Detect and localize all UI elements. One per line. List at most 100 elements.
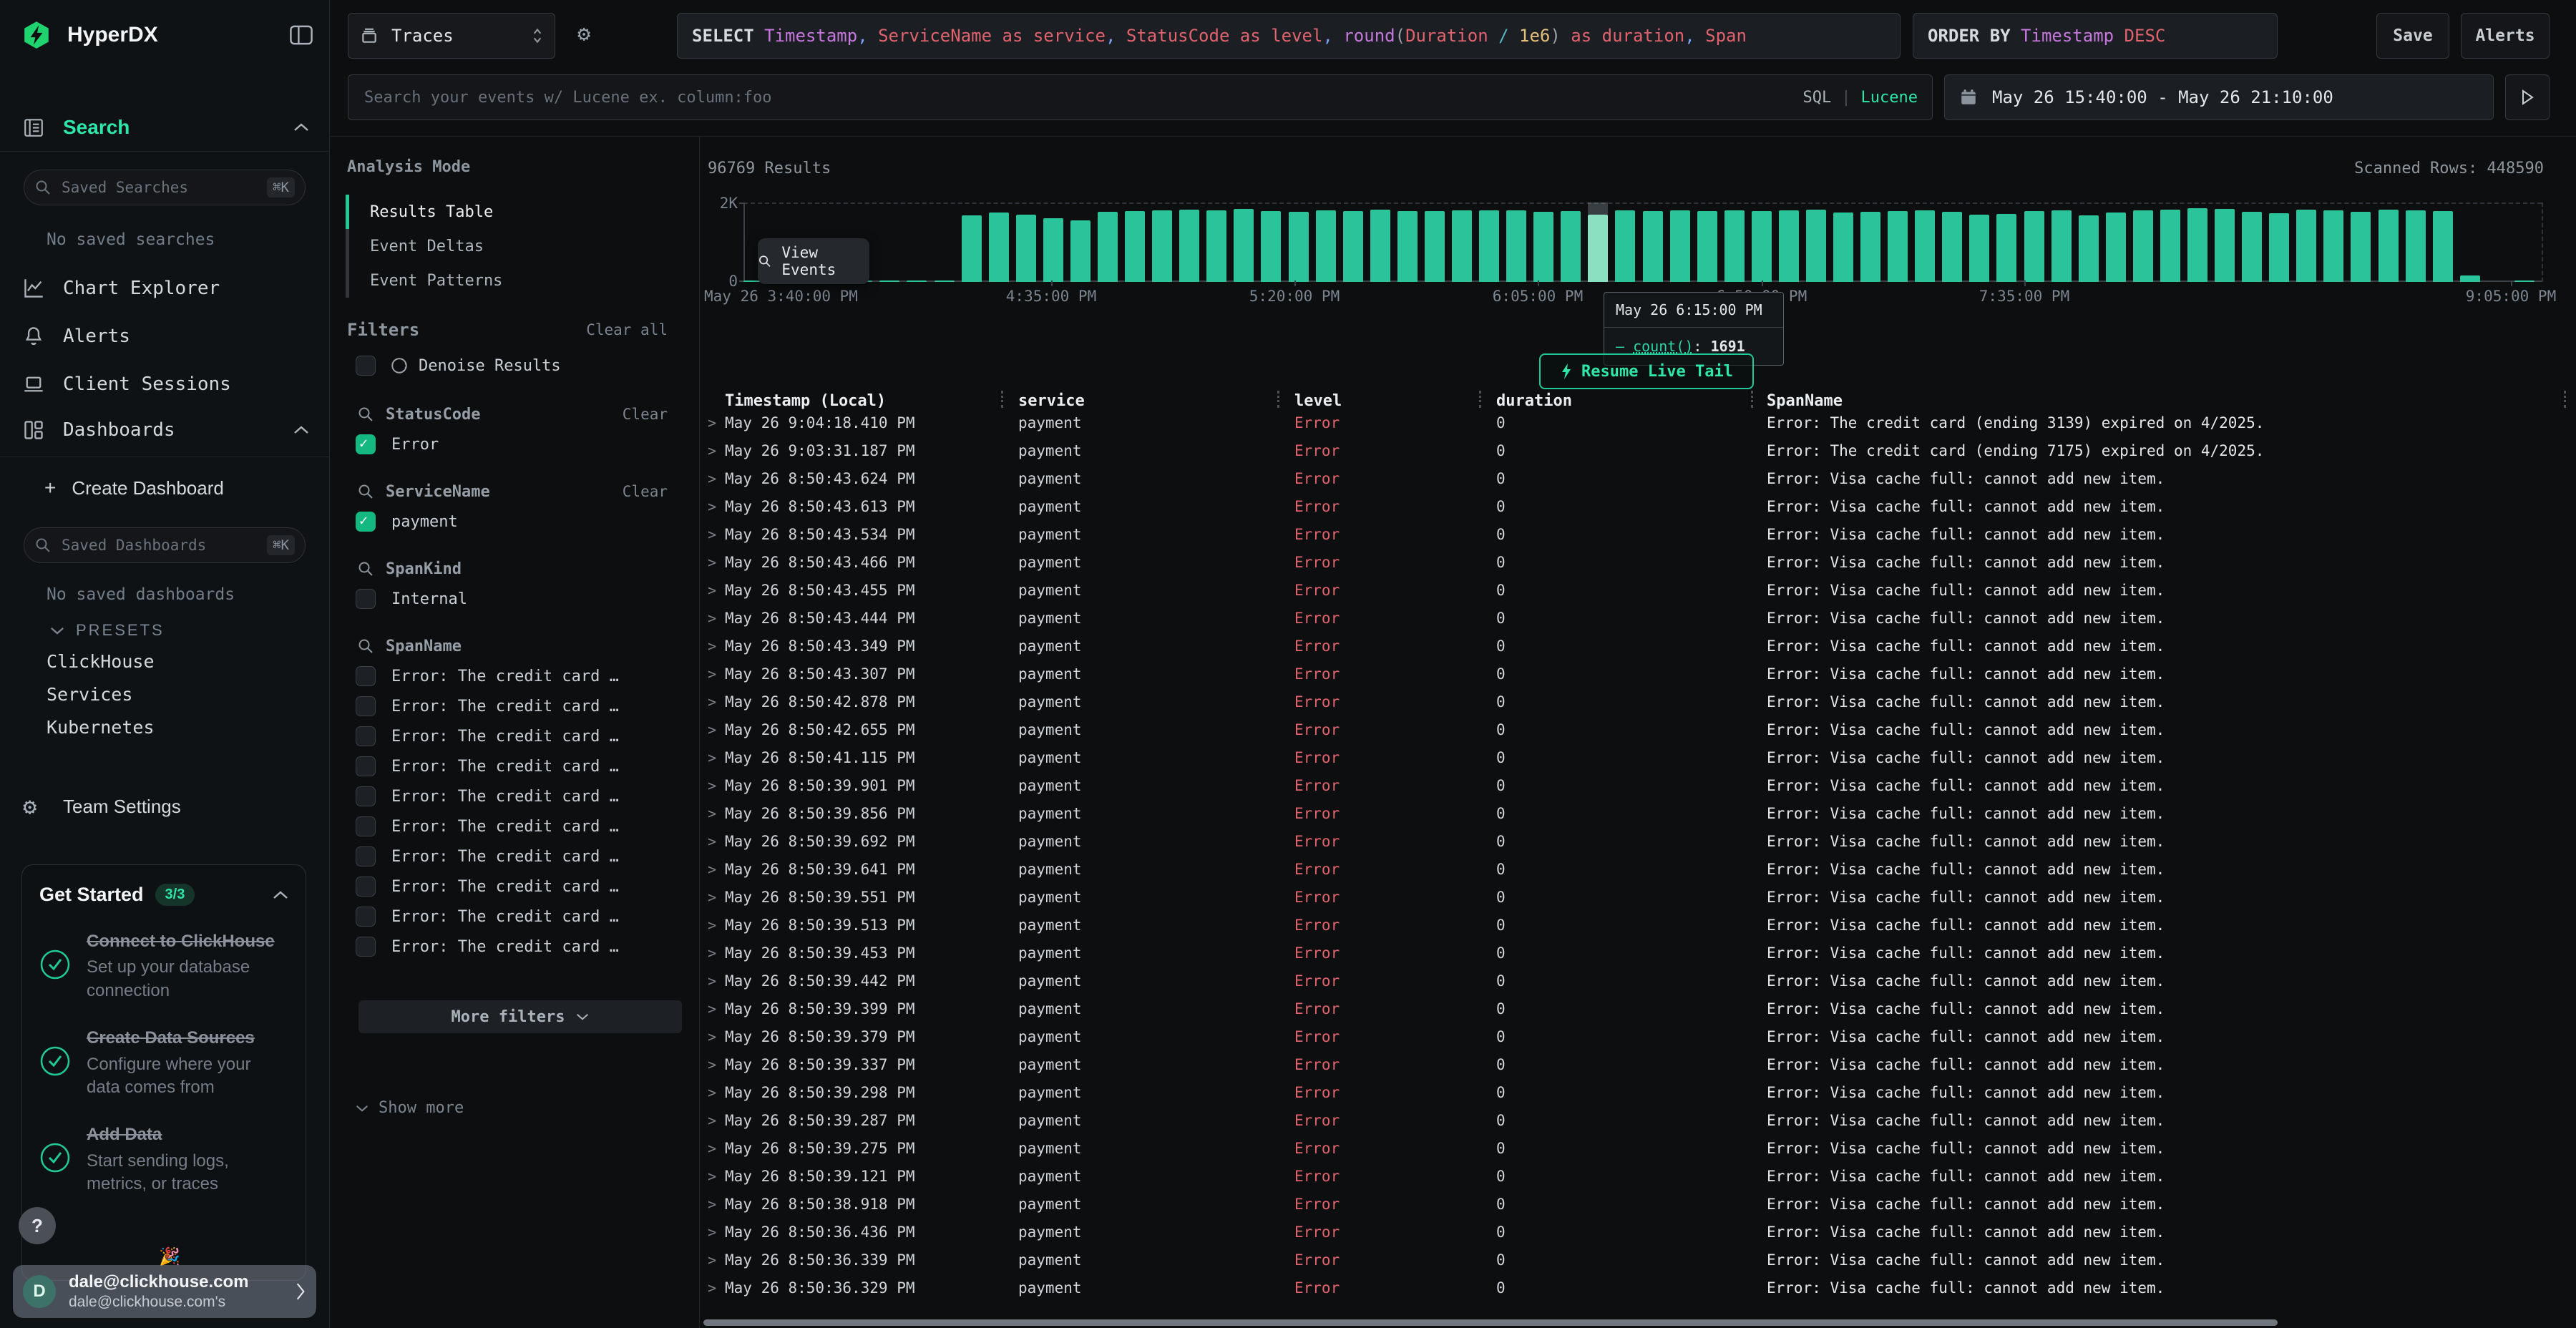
row-expand-icon[interactable]: >	[708, 1196, 716, 1213]
bar[interactable]	[1479, 210, 1499, 282]
checkbox[interactable]	[356, 877, 376, 897]
get-started-item[interactable]: Create Data Sources Configure where your…	[39, 1027, 288, 1099]
checkbox[interactable]	[356, 756, 376, 776]
user-menu[interactable]: D dale@clickhouse.com dale@clickhouse.co…	[13, 1265, 316, 1318]
sidebar-item-client-sessions[interactable]: Client Sessions	[0, 368, 329, 400]
table-row[interactable]: > May 26 8:50:39.901 PM payment Error 0 …	[702, 772, 2576, 800]
row-expand-icon[interactable]: >	[708, 917, 716, 934]
bar[interactable]	[1043, 218, 1063, 282]
bar[interactable]	[1533, 212, 1553, 282]
bar[interactable]	[2106, 213, 2126, 282]
checkbox[interactable]	[356, 816, 376, 836]
filter-option[interactable]: Error: The credit card …	[344, 872, 682, 902]
bar[interactable]	[1425, 211, 1445, 282]
bar-hovered[interactable]	[1588, 215, 1608, 282]
preset-item-services[interactable]: Services	[47, 684, 132, 705]
preset-item-kubernetes[interactable]: Kubernetes	[47, 717, 155, 738]
bar[interactable]	[1697, 211, 1717, 282]
bar[interactable]	[1779, 210, 1799, 282]
row-expand-icon[interactable]: >	[708, 693, 716, 711]
row-expand-icon[interactable]: >	[708, 972, 716, 990]
results-table[interactable]: > May 26 9:04:18.410 PM payment Error 0 …	[702, 409, 2576, 1318]
bar[interactable]	[2406, 210, 2426, 282]
bar[interactable]	[1289, 212, 1309, 282]
table-row[interactable]: > May 26 8:50:43.349 PM payment Error 0 …	[702, 633, 2576, 660]
clear-all-button[interactable]: Clear all	[586, 321, 668, 338]
row-expand-icon[interactable]: >	[708, 638, 716, 655]
table-row[interactable]: > May 26 8:50:39.337 PM payment Error 0 …	[702, 1051, 2576, 1079]
sql-select-editor[interactable]: SELECT Timestamp, ServiceName as service…	[677, 13, 1901, 59]
sidebar-item-chart-explorer[interactable]: Chart Explorer	[0, 273, 329, 304]
table-row[interactable]: > May 26 8:50:39.399 PM payment Error 0 …	[702, 995, 2576, 1023]
saved-searches-search[interactable]: ⌘K	[24, 170, 306, 205]
table-row[interactable]: > May 26 8:50:41.115 PM payment Error 0 …	[702, 744, 2576, 772]
sidebar-item-search[interactable]: Search	[0, 112, 329, 143]
row-expand-icon[interactable]: >	[708, 749, 716, 766]
col-spanname[interactable]: SpanName	[1767, 392, 1843, 410]
save-button[interactable]: Save	[2376, 13, 2449, 59]
bar[interactable]	[2160, 210, 2180, 282]
checkbox[interactable]	[356, 726, 376, 746]
table-row[interactable]: > May 26 8:50:43.613 PM payment Error 0 …	[702, 493, 2576, 521]
table-row[interactable]: > May 26 8:50:43.624 PM payment Error 0 …	[702, 465, 2576, 493]
bar[interactable]	[1561, 211, 1581, 282]
row-expand-icon[interactable]: >	[708, 1112, 716, 1129]
checkbox[interactable]	[356, 589, 376, 609]
bar[interactable]	[1724, 210, 1745, 282]
bar[interactable]	[2296, 210, 2316, 282]
checkbox[interactable]	[356, 937, 376, 957]
bar[interactable]	[2079, 215, 2099, 282]
row-expand-icon[interactable]: >	[708, 582, 716, 599]
source-settings-gear-icon[interactable]: ⚙	[577, 21, 590, 47]
saved-dashboards-input[interactable]	[60, 536, 267, 555]
bar[interactable]	[1506, 210, 1526, 282]
table-row[interactable]: > May 26 8:50:36.329 PM payment Error 0 …	[702, 1274, 2576, 1302]
bar[interactable]	[2242, 212, 2262, 282]
bar[interactable]	[1942, 212, 1962, 282]
row-expand-icon[interactable]: >	[708, 526, 716, 543]
table-row[interactable]: > May 26 8:50:38.918 PM payment Error 0 …	[702, 1191, 2576, 1219]
row-expand-icon[interactable]: >	[708, 610, 716, 627]
get-started-item[interactable]: Add Data Start sending logs, metrics, or…	[39, 1123, 288, 1196]
column-resize-handle[interactable]	[2564, 391, 2566, 408]
bar[interactable]	[1152, 210, 1172, 282]
checkbox[interactable]	[356, 666, 376, 686]
saved-searches-input[interactable]	[60, 178, 267, 197]
bar[interactable]	[1670, 210, 1690, 282]
analysis-mode-results-table[interactable]: Results Table	[344, 195, 699, 229]
table-row[interactable]: > May 26 8:50:39.121 PM payment Error 0 …	[702, 1163, 2576, 1191]
filter-option[interactable]: Error	[344, 429, 682, 459]
filter-option[interactable]: Error: The credit card …	[344, 781, 682, 811]
row-expand-icon[interactable]: >	[708, 1224, 716, 1241]
bar[interactable]	[1752, 211, 1772, 282]
table-row[interactable]: > May 26 8:50:42.878 PM payment Error 0 …	[702, 688, 2576, 716]
preset-item-clickhouse[interactable]: ClickHouse	[47, 651, 155, 672]
search-input[interactable]	[363, 88, 1803, 107]
row-expand-icon[interactable]: >	[708, 414, 716, 431]
column-resize-handle[interactable]	[1479, 391, 1481, 408]
table-row[interactable]: > May 26 8:50:43.444 PM payment Error 0 …	[702, 605, 2576, 633]
analysis-mode-event-patterns[interactable]: Event Patterns	[344, 263, 699, 298]
events-histogram[interactable]: 2K 0 May 26 3:40:00 PM4:35:00 PM5:20:00 …	[702, 136, 2576, 315]
lang-lucene-option[interactable]: Lucene	[1861, 89, 1918, 107]
presets-toggle[interactable]: PRESETS	[50, 621, 165, 640]
col-level[interactable]: level	[1294, 392, 1342, 410]
table-row[interactable]: > May 26 8:50:39.856 PM payment Error 0 …	[702, 800, 2576, 828]
bar-plot[interactable]	[743, 202, 2542, 282]
view-events-button[interactable]: View Events	[758, 238, 869, 284]
bar[interactable]	[2351, 212, 2371, 282]
run-query-button[interactable]	[2505, 74, 2550, 120]
bar[interactable]	[2460, 275, 2480, 282]
bar[interactable]	[1343, 211, 1363, 282]
checkbox[interactable]	[356, 846, 376, 866]
table-row[interactable]: > May 26 8:50:39.453 PM payment Error 0 …	[702, 939, 2576, 967]
bar[interactable]	[1397, 211, 1418, 282]
table-row[interactable]: > May 26 8:50:36.339 PM payment Error 0 …	[702, 1246, 2576, 1274]
bar[interactable]	[1452, 210, 1472, 282]
row-expand-icon[interactable]: >	[708, 777, 716, 794]
row-expand-icon[interactable]: >	[708, 1279, 716, 1297]
table-row[interactable]: > May 26 8:50:39.551 PM payment Error 0 …	[702, 884, 2576, 912]
table-row[interactable]: > May 26 8:50:36.436 PM payment Error 0 …	[702, 1219, 2576, 1246]
table-row[interactable]: > May 26 8:50:43.455 PM payment Error 0 …	[702, 577, 2576, 605]
row-expand-icon[interactable]: >	[708, 944, 716, 962]
